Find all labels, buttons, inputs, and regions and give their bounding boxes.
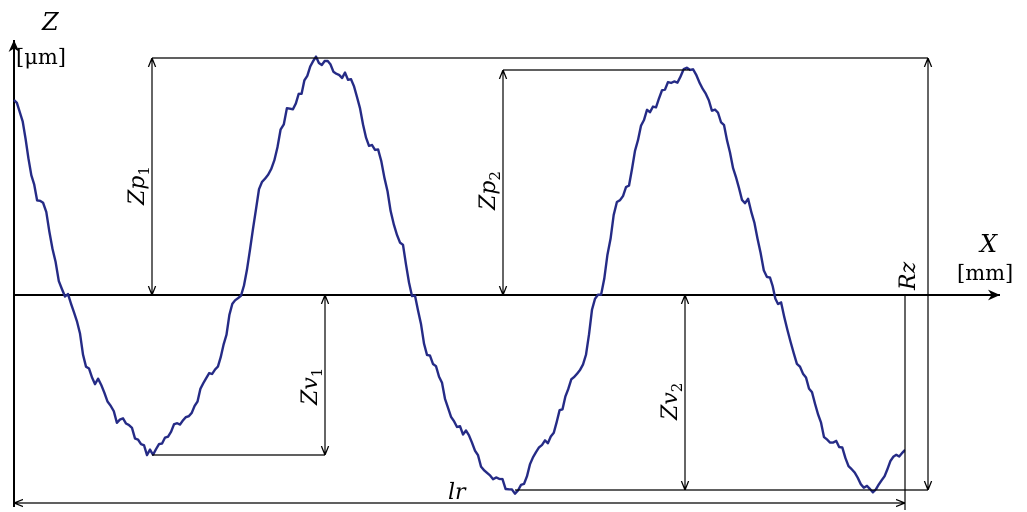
zp2-label: Zp2 xyxy=(476,171,504,211)
x-axis-name: X xyxy=(978,230,998,258)
surface-profile-curve xyxy=(13,55,906,495)
zv2-label: Zv2 xyxy=(658,383,686,421)
z-axis-unit: [μm] xyxy=(16,45,66,69)
z-axis-name: Z xyxy=(41,8,60,36)
lr-label: lr xyxy=(448,480,467,505)
zp1-label: Zp1 xyxy=(125,166,153,206)
zv1-label: Zv1 xyxy=(298,368,326,406)
x-axis-unit: [mm] xyxy=(957,261,1013,285)
rz-label: Rz xyxy=(896,261,921,291)
